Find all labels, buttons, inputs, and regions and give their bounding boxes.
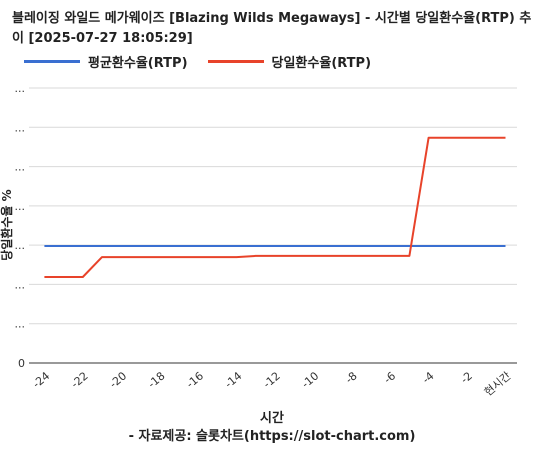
y-tick-label: 0 bbox=[18, 357, 25, 370]
x-tick-label: -6 bbox=[381, 369, 398, 386]
chart-title: 블레이징 와일드 메가웨이즈 [Blazing Wilds Megaways] … bbox=[12, 11, 532, 46]
x-tick-label: -10 bbox=[299, 369, 321, 391]
x-tick-label: -14 bbox=[222, 369, 244, 391]
x-tick-label: -8 bbox=[343, 369, 360, 386]
y-tick-label: ... bbox=[15, 82, 26, 95]
source-credit: - 자료제공: 슬롯차트(https://slot-chart.com) bbox=[128, 429, 416, 444]
y-tick-label: ... bbox=[15, 200, 26, 213]
x-tick-label: -24 bbox=[30, 369, 52, 391]
legend-item-daily: 당일환수율(RTP) bbox=[207, 52, 372, 71]
legend-item-average: 평균환수율(RTP) bbox=[24, 52, 188, 71]
series-line-daily bbox=[44, 136, 506, 278]
y-tick-label: ... bbox=[15, 239, 26, 252]
x-tick-label: -20 bbox=[107, 369, 129, 391]
legend-label-average: 평균환수율(RTP) bbox=[88, 56, 188, 71]
legend-label-daily: 당일환수율(RTP) bbox=[271, 56, 372, 71]
x-tick-label: -4 bbox=[420, 369, 437, 386]
legend: 평균환수율(RTP) 당일환수율(RTP) bbox=[24, 52, 371, 71]
x-tick-label: -2 bbox=[458, 369, 475, 386]
x-axis-label: 시간 bbox=[260, 411, 284, 426]
y-tick-label: ... bbox=[15, 278, 26, 291]
y-tick-label: ... bbox=[15, 318, 26, 331]
y-tick-label: ... bbox=[15, 121, 26, 134]
x-tick-label: -16 bbox=[184, 369, 206, 391]
x-tick-label: -22 bbox=[69, 369, 91, 391]
x-tick-label: -18 bbox=[145, 369, 167, 391]
legend-swatch-daily bbox=[207, 60, 264, 63]
y-tick-label: ... bbox=[15, 161, 26, 174]
legend-swatch-average bbox=[24, 60, 80, 63]
x-tick-label: -12 bbox=[261, 369, 283, 391]
x-tick-label: 현시간 bbox=[482, 369, 514, 398]
y-axis-label: 당일환수율 % bbox=[0, 189, 14, 260]
